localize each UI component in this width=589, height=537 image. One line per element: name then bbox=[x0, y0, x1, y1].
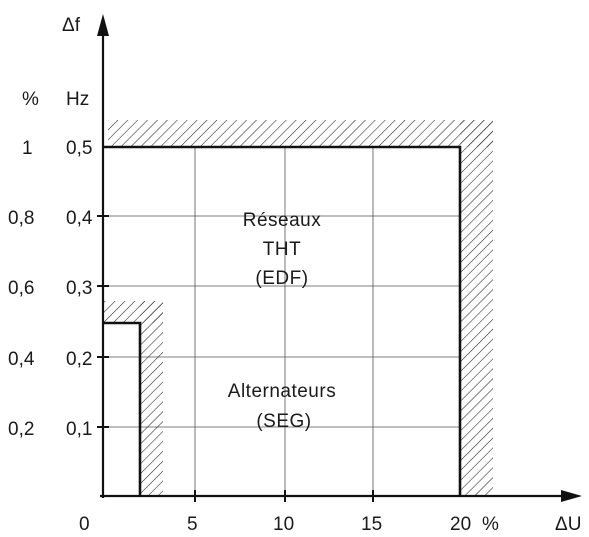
y-axis-arrow bbox=[97, 14, 109, 36]
alternateurs-label: Alternateurs (SEG) bbox=[228, 381, 336, 432]
x-axis bbox=[100, 490, 582, 502]
y-tick-label-percent: 0,6 bbox=[8, 278, 34, 299]
y-ticks bbox=[97, 215, 109, 428]
reseaux-label-line2: THT bbox=[263, 239, 301, 260]
alternateurs-hatching bbox=[103, 301, 163, 496]
y-unit-percent: % bbox=[22, 89, 39, 110]
alternateurs-label-line2: (SEG) bbox=[256, 411, 311, 432]
y-tick-label-percent: 0,2 bbox=[8, 419, 34, 440]
x-tick-label: 0 bbox=[79, 514, 90, 535]
x-unit-percent: % bbox=[482, 514, 499, 535]
x-tick-labels: 0 5 10 15 20 bbox=[79, 514, 471, 535]
y-tick-label-percent: 0,8 bbox=[8, 208, 34, 229]
alternateurs-label-line1: Alternateurs bbox=[228, 381, 336, 402]
y-axis-symbol: Δf bbox=[62, 15, 81, 36]
y-unit-hz: Hz bbox=[66, 89, 89, 110]
reseaux-hatching bbox=[108, 120, 493, 496]
x-tick-label: 5 bbox=[187, 514, 198, 535]
y-tick-labels-hz: 0,5 0,4 0,3 0,2 0,1 bbox=[66, 138, 93, 440]
y-tick-label-percent: 0,4 bbox=[8, 349, 35, 370]
x-tick-label: 15 bbox=[361, 514, 382, 535]
y-tick-label-hz: 0,1 bbox=[66, 419, 92, 440]
y-tick-label-hz: 0,5 bbox=[66, 138, 92, 159]
reseaux-label: Réseaux THT (EDF) bbox=[243, 210, 322, 289]
y-tick-labels-percent: 1 0,8 0,6 0,4 0,2 bbox=[8, 138, 35, 440]
x-axis-symbol: ΔU bbox=[555, 514, 581, 535]
y-tick-label-hz: 0,4 bbox=[66, 208, 93, 229]
y-axis bbox=[97, 14, 109, 498]
reseaux-boundary bbox=[103, 145, 462, 496]
x-ticks bbox=[194, 490, 374, 502]
reseaux-label-line1: Réseaux bbox=[243, 210, 322, 231]
y-tick-label-hz: 0,3 bbox=[66, 278, 92, 299]
x-axis-arrow bbox=[561, 490, 582, 502]
y-tick-label-hz: 0,2 bbox=[66, 349, 92, 370]
x-tick-label: 10 bbox=[273, 514, 294, 535]
alternateurs-boundary bbox=[103, 321, 142, 496]
y-tick-label-percent: 1 bbox=[22, 138, 33, 159]
x-tick-label: 20 bbox=[450, 514, 471, 535]
reseaux-label-line3: (EDF) bbox=[255, 268, 308, 289]
